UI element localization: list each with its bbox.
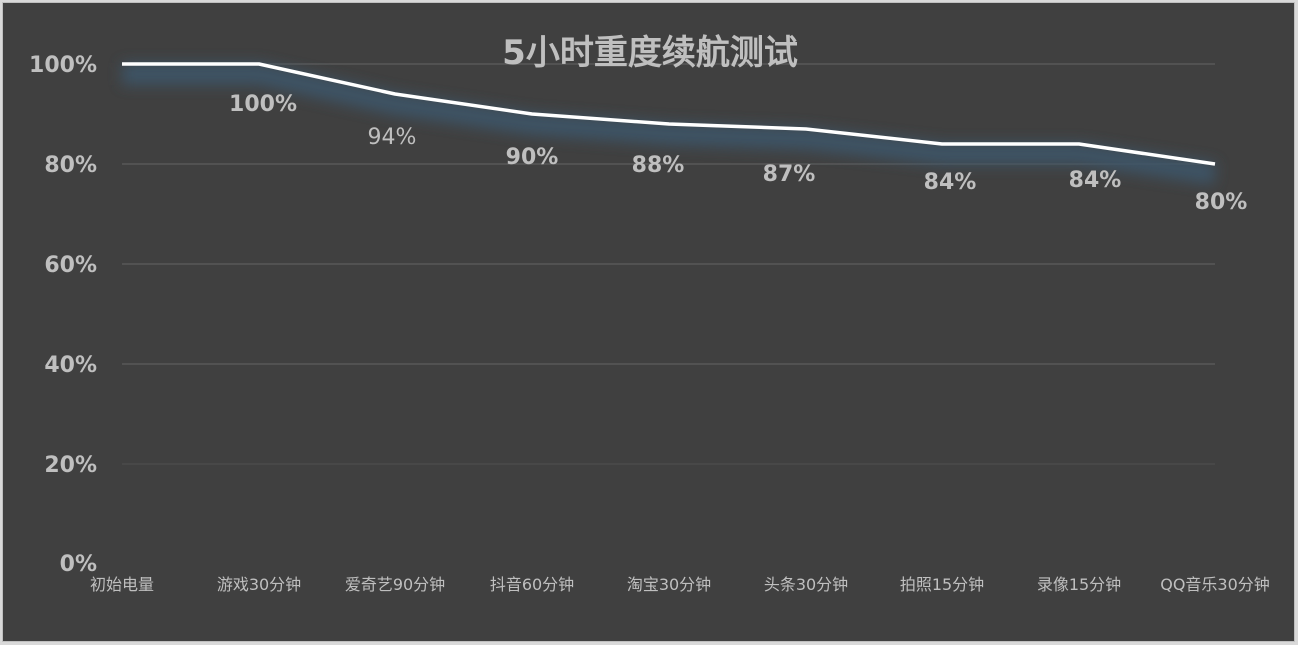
- x-tick-1: 游戏30分钟: [217, 575, 301, 594]
- x-tick-8: QQ音乐30分钟: [1160, 575, 1270, 594]
- x-tick-4: 淘宝30分钟: [627, 575, 711, 594]
- y-axis: 100% 80% 60% 40% 20% 0%: [29, 53, 97, 577]
- data-label-7: 84%: [1069, 168, 1122, 193]
- y-tick-0: 0%: [60, 552, 97, 577]
- x-tick-7: 录像15分钟: [1037, 575, 1121, 594]
- x-tick-5: 头条30分钟: [764, 575, 848, 594]
- data-label-8: 80%: [1195, 190, 1248, 215]
- y-tick-80: 80%: [44, 153, 97, 178]
- x-tick-2: 爱奇艺90分钟: [345, 575, 445, 594]
- data-label-5: 87%: [763, 162, 816, 187]
- data-labels: 100% 94% 90% 88% 87% 84% 84% 80%: [229, 92, 1247, 215]
- data-label-3: 90%: [506, 145, 559, 170]
- data-label-2: 94%: [368, 125, 417, 150]
- line-glow: [122, 63, 1217, 185]
- x-tick-6: 拍照15分钟: [900, 575, 984, 594]
- y-tick-20: 20%: [44, 453, 97, 478]
- y-tick-40: 40%: [44, 353, 97, 378]
- series-line: [122, 62, 1216, 166]
- data-label-1: 100%: [229, 92, 297, 117]
- y-tick-100: 100%: [29, 53, 97, 78]
- x-tick-3: 抖音60分钟: [490, 575, 574, 594]
- x-tick-0: 初始电量: [90, 575, 154, 594]
- y-tick-60: 60%: [44, 253, 97, 278]
- x-axis: 初始电量 游戏30分钟 爱奇艺90分钟 抖音60分钟 淘宝30分钟 头条30分钟…: [90, 575, 1270, 594]
- data-label-6: 84%: [924, 170, 977, 195]
- data-label-4: 88%: [632, 153, 685, 178]
- chart-title: 5小时重度续航测试: [502, 33, 798, 73]
